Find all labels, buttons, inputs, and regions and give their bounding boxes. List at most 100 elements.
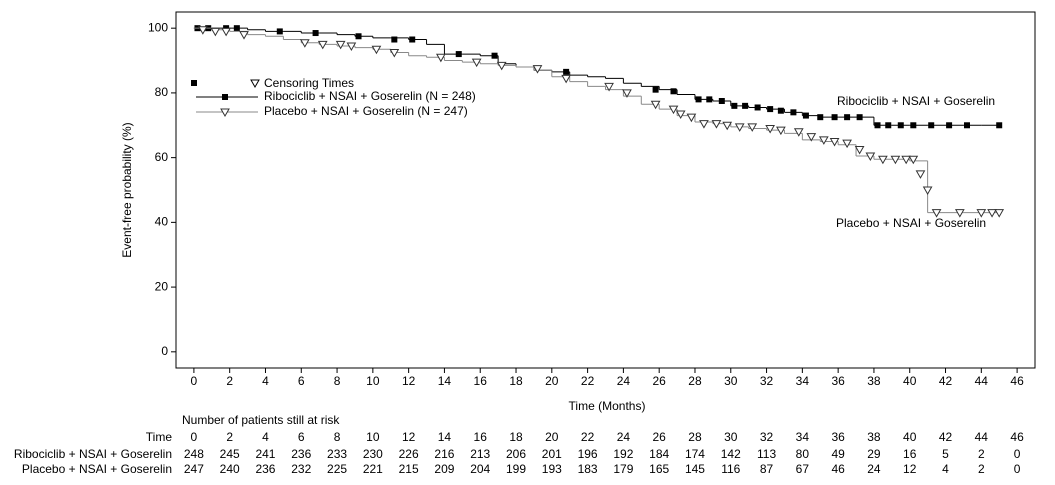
y-tick-label: 40 bbox=[155, 215, 169, 229]
legend-marker bbox=[250, 79, 260, 89]
censor-marker bbox=[842, 139, 852, 149]
risk-count: 24 bbox=[867, 462, 881, 476]
censor-marker bbox=[885, 122, 892, 129]
risk-count: 245 bbox=[220, 447, 240, 461]
censor-marker bbox=[922, 186, 933, 196]
risk-count: 230 bbox=[363, 447, 383, 461]
risk-count: 116 bbox=[721, 462, 740, 476]
risk-count: 174 bbox=[685, 447, 705, 461]
censor-marker bbox=[675, 110, 686, 119]
risk-count: 4 bbox=[942, 462, 949, 476]
censor-marker bbox=[844, 114, 851, 121]
risk-count: 213 bbox=[470, 447, 490, 461]
censor-marker bbox=[747, 123, 758, 132]
risk-count: 201 bbox=[542, 447, 562, 461]
censor-marker bbox=[897, 122, 904, 129]
censor-marker bbox=[910, 122, 917, 129]
y-tick-label: 0 bbox=[161, 344, 168, 358]
censor-marker bbox=[818, 136, 829, 145]
censor-marker bbox=[652, 86, 659, 93]
risk-time: 18 bbox=[509, 430, 523, 444]
censor-marker bbox=[742, 102, 749, 109]
risk-count: 192 bbox=[613, 447, 633, 461]
risk-count: 87 bbox=[760, 462, 774, 476]
censor-marker bbox=[622, 89, 632, 98]
censor-marker bbox=[963, 122, 970, 129]
censor-marker bbox=[865, 152, 876, 162]
x-tick-label: 16 bbox=[474, 374, 488, 388]
censor-marker bbox=[455, 51, 462, 58]
risk-time: 8 bbox=[334, 430, 341, 444]
censor-marker bbox=[197, 26, 208, 35]
censor-marker bbox=[931, 209, 942, 218]
censor-marker bbox=[754, 104, 761, 111]
censor-marker bbox=[718, 98, 725, 104]
risk-time: 38 bbox=[867, 430, 881, 444]
x-tick-label: 32 bbox=[760, 374, 774, 388]
x-tick-label: 46 bbox=[1010, 374, 1024, 388]
censor-marker bbox=[806, 133, 817, 142]
risk-count: 80 bbox=[796, 447, 810, 461]
censor-marker bbox=[389, 48, 400, 58]
x-axis-label: Time (Months) bbox=[569, 399, 646, 413]
censor-marker bbox=[734, 123, 745, 132]
censor-marker bbox=[371, 45, 382, 55]
risk-count: 12 bbox=[903, 462, 917, 476]
censor-marker bbox=[233, 25, 240, 32]
x-tick-label: 26 bbox=[653, 374, 667, 388]
censor-marker bbox=[890, 155, 901, 165]
risk-time: 40 bbox=[903, 430, 917, 444]
x-tick-label: 36 bbox=[831, 374, 845, 388]
censor-marker bbox=[276, 28, 283, 35]
x-tick-label: 42 bbox=[939, 374, 953, 388]
y-axis-label: Event-free probability (%) bbox=[120, 122, 134, 257]
censor-marker bbox=[220, 108, 230, 118]
x-tick-label: 4 bbox=[262, 374, 269, 388]
x-tick-label: 18 bbox=[509, 374, 523, 388]
risk-count: 113 bbox=[757, 447, 776, 461]
censor-marker bbox=[222, 94, 228, 100]
risk-count: 206 bbox=[506, 447, 526, 461]
censor-marker bbox=[346, 42, 357, 51]
censor-marker bbox=[355, 33, 362, 40]
censor-marker bbox=[976, 209, 987, 218]
censor-marker bbox=[532, 65, 543, 74]
censor-marker bbox=[695, 96, 702, 103]
risk-count: 0 bbox=[1014, 462, 1021, 476]
risk-time: 24 bbox=[617, 430, 631, 444]
risk-time: 6 bbox=[298, 430, 305, 444]
censor-marker bbox=[711, 120, 722, 129]
legend-marker bbox=[191, 80, 197, 86]
risk-count: 5 bbox=[942, 447, 949, 461]
risk-time: 10 bbox=[366, 430, 380, 444]
risk-count: 248 bbox=[184, 447, 204, 461]
censor-marker bbox=[831, 114, 838, 121]
risk-count: 0 bbox=[1014, 447, 1021, 461]
censor-marker bbox=[874, 122, 881, 129]
risk-table-label: Time bbox=[146, 430, 173, 444]
x-tick-label: 28 bbox=[688, 374, 702, 388]
risk-time: 28 bbox=[688, 430, 702, 444]
censor-marker bbox=[776, 126, 786, 136]
risk-time: 30 bbox=[724, 430, 738, 444]
censor-marker bbox=[954, 209, 965, 218]
risk-time: 14 bbox=[438, 430, 452, 444]
risk-time: 44 bbox=[975, 430, 989, 444]
x-tick-label: 8 bbox=[334, 374, 341, 388]
censor-marker bbox=[670, 88, 677, 95]
censor-marker bbox=[777, 107, 784, 114]
y-tick-label: 60 bbox=[155, 150, 169, 164]
censor-marker bbox=[210, 27, 221, 37]
risk-time: 0 bbox=[191, 430, 198, 444]
risk-time: 16 bbox=[474, 430, 488, 444]
risk-time: 34 bbox=[796, 430, 810, 444]
risk-row-label: Ribociclib + NSAI + Goserelin bbox=[14, 447, 172, 461]
x-tick-label: 44 bbox=[975, 374, 989, 388]
risk-time: 46 bbox=[1010, 430, 1024, 444]
risk-row-label: Placebo + NSAI + Goserelin bbox=[22, 462, 172, 476]
censor-marker bbox=[561, 74, 571, 84]
censor-marker bbox=[915, 170, 926, 179]
risk-count: 145 bbox=[685, 462, 705, 476]
censor-marker bbox=[790, 109, 797, 116]
risk-count: 29 bbox=[867, 447, 881, 461]
